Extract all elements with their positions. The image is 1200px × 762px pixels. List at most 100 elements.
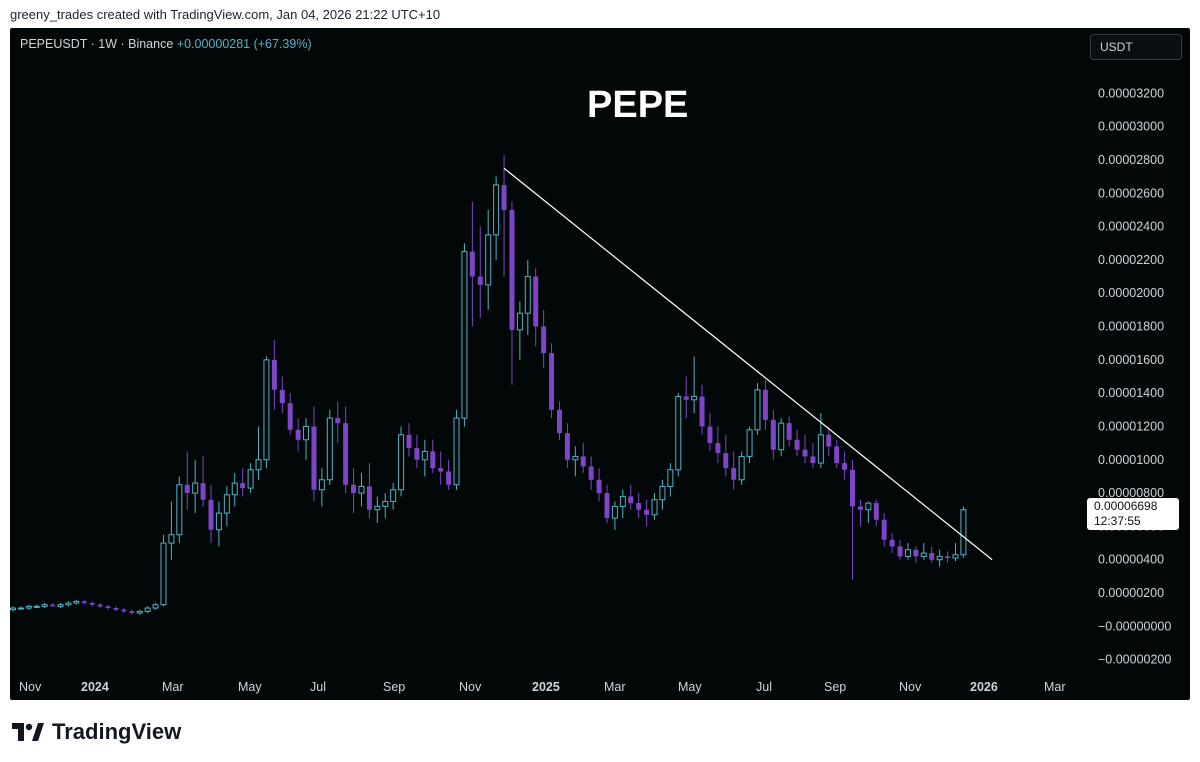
candle [762,379,768,430]
candle [231,473,238,507]
candle-body [945,556,951,559]
candle [192,459,199,514]
candle [516,301,523,360]
candle-body [636,503,642,510]
candle-body [152,604,159,609]
candle-body [287,403,293,430]
y-tick-label: 0.00002800 [1098,153,1164,167]
x-tick-label: Mar [162,680,184,694]
candle [41,603,48,609]
candle [493,176,500,260]
candle [897,539,903,560]
x-tick-label: Sep [383,680,405,694]
currency-button[interactable]: USDT [1090,34,1182,60]
candle-body [192,482,199,494]
last-price: 0.00006698 [1094,499,1158,513]
candle-body [881,519,887,540]
candle [850,459,856,580]
candle-body [105,606,111,609]
candle [628,484,634,510]
candle-body [469,251,475,277]
candle-body [430,451,436,469]
candlestick-plot[interactable]: 0.00003200 0.00003000 0.00002800 0.00002600… [10,28,1190,700]
candle-body [619,495,626,507]
candle [477,226,483,319]
candle [644,499,650,527]
candle [770,409,776,460]
candle [366,463,372,519]
candle [136,609,143,615]
candle [509,201,515,385]
candle-body [271,359,277,390]
candle-body [351,484,357,494]
candle [865,501,872,524]
candle-body [390,489,397,502]
candle [311,406,317,502]
candle [469,201,475,327]
candle-body [786,423,792,440]
downtrend-line[interactable] [503,167,993,561]
candle [564,423,570,469]
candle-body [913,549,919,557]
candle-body [326,417,333,481]
candle [738,451,745,485]
candle [683,376,689,419]
symbol-info: PEPEUSDT · 1W · Binance [20,37,174,51]
candle-body [850,469,856,507]
candle-body [683,396,689,400]
candle-body [461,251,468,419]
candle-body [556,409,562,434]
candle-body [865,502,872,511]
candle-body [406,434,412,449]
candle [913,546,919,564]
candle [105,604,111,610]
y-tick-label: 0.00000400 [1098,553,1164,567]
x-tick-label: Jul [756,680,772,694]
chart-title: PEPE [587,84,689,126]
candle [271,339,277,410]
candle [842,451,848,480]
candle [826,426,832,457]
candle [549,343,555,419]
candle-body [572,455,579,461]
candle [129,609,135,615]
candle [57,603,64,609]
candle [184,451,190,510]
candle [326,409,333,485]
candle [873,499,879,527]
candle-body [509,209,515,330]
candle [786,416,792,447]
candle [287,393,293,435]
candle [295,418,301,452]
candle [208,484,214,544]
tradingview-logo[interactable]: TradingView [12,719,181,745]
candle-body [263,359,270,461]
candle-body [667,469,674,487]
candle-body [770,419,776,450]
candle-body [303,425,310,441]
candle-body [184,484,190,494]
candle-body [516,312,523,331]
bar-countdown: 12:37:55 [1094,514,1141,528]
candle [152,603,159,610]
candle-body [113,608,119,610]
candle [176,476,183,544]
candle [438,451,444,485]
y-axis: 0.00003200 0.00003000 0.00002800 0.00002600… [1098,86,1171,666]
candle-body [453,417,460,486]
candle [691,356,698,414]
x-tick-label: Nov [19,680,42,694]
candle [263,356,270,469]
candle-body [707,426,713,444]
candle-body [343,423,349,485]
candle-body [826,434,832,447]
chart-container[interactable]: PEPEUSDT · 1W · Binance +0.00000281 (+67… [10,28,1190,700]
candle-body [10,607,16,611]
candle-body [358,485,365,494]
tradingview-logo-icon [12,723,44,741]
candle [778,418,785,457]
candle-body [176,484,183,536]
candle-body [231,482,238,496]
candle-body [604,493,610,519]
candle-body [446,471,452,485]
